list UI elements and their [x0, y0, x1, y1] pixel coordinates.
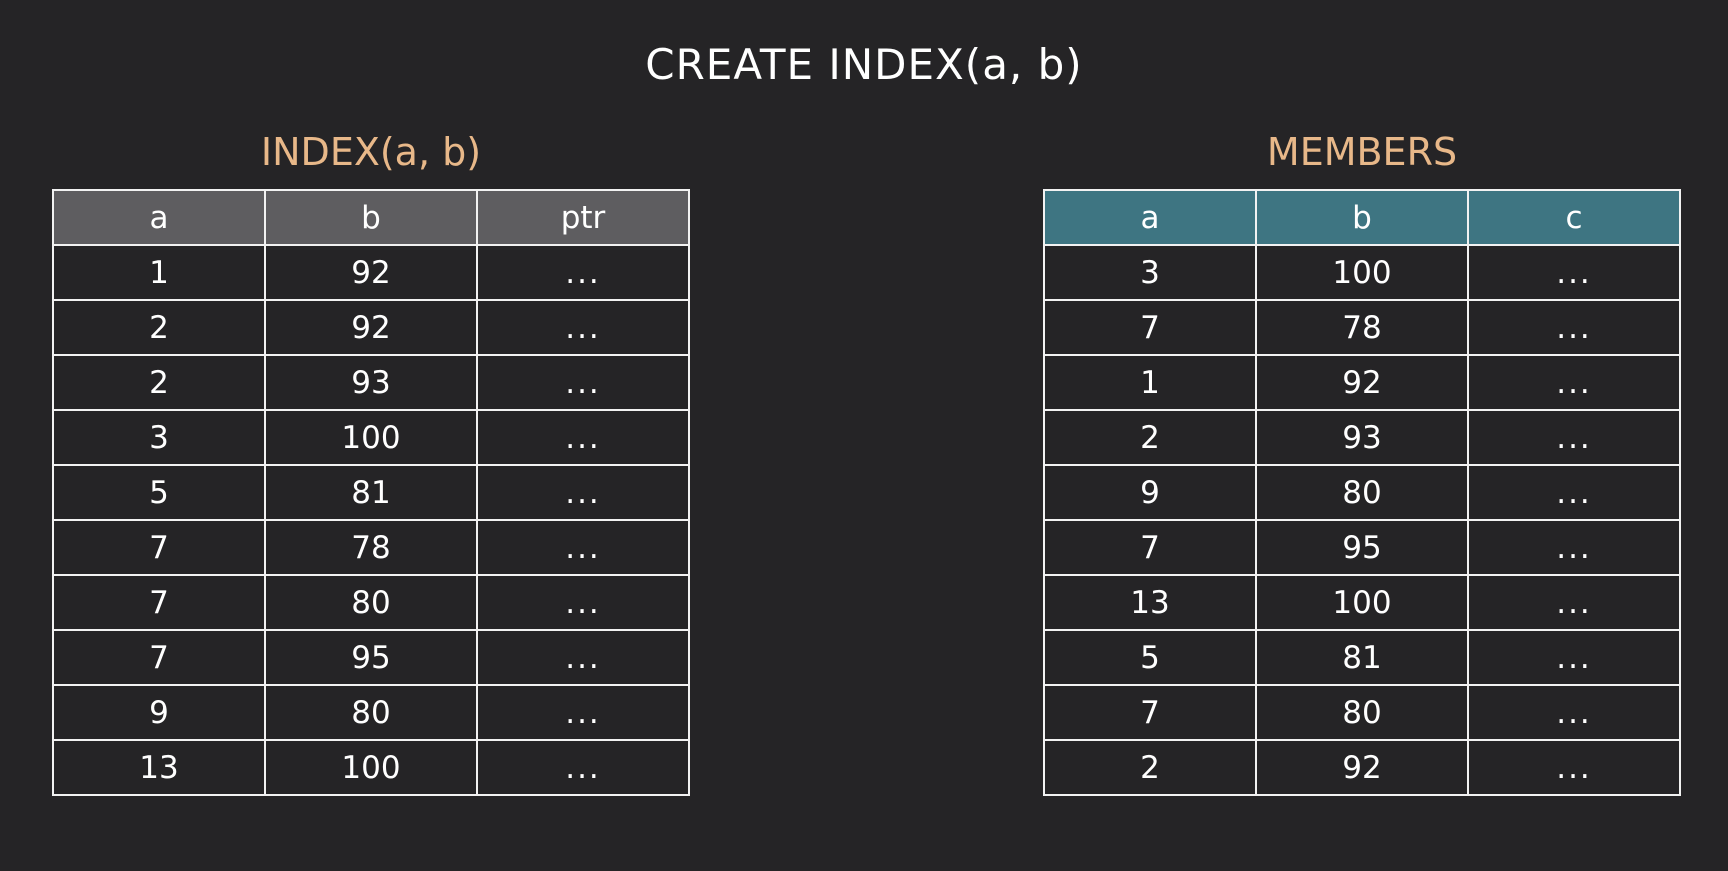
members-cell-c: ... — [1467, 519, 1681, 576]
table-row: 7 78... — [52, 519, 690, 576]
index-cell-ptr: ... — [476, 354, 690, 411]
table-row: 9 80... — [1043, 464, 1681, 521]
slide-title: CREATE INDEX(a, b) — [645, 40, 1083, 89]
index-cell-ptr: ... — [476, 519, 690, 576]
index-cell-b: 100 — [264, 409, 478, 466]
members-cell-a: 7 — [1043, 684, 1257, 741]
members-col-a-header: a — [1043, 189, 1257, 246]
index-col-a-header: a — [52, 189, 266, 246]
members-cell-b: 80 — [1255, 684, 1469, 741]
table-row: 7 95... — [1043, 519, 1681, 576]
members-cell-b: 78 — [1255, 299, 1469, 356]
members-cell-a: 3 — [1043, 244, 1257, 301]
members-cell-b: 92 — [1255, 739, 1469, 796]
index-cell-a: 9 — [52, 684, 266, 741]
members-cell-b: 95 — [1255, 519, 1469, 576]
index-cell-a: 5 — [52, 464, 266, 521]
members-cell-b: 100 — [1255, 574, 1469, 631]
table-row: 7 80... — [1043, 684, 1681, 741]
members-cell-c: ... — [1467, 574, 1681, 631]
index-cell-b: 93 — [264, 354, 478, 411]
table-row: 13 100... — [52, 739, 690, 796]
index-cell-ptr: ... — [476, 739, 690, 796]
table-row: 1 92... — [1043, 354, 1681, 411]
members-cell-a: 7 — [1043, 519, 1257, 576]
members-table: a b c 3 100... 7 78... 1 92... 2 93... 9 80..… — [1043, 189, 1681, 796]
members-cell-c: ... — [1467, 739, 1681, 796]
members-cell-a: 5 — [1043, 629, 1257, 686]
members-cell-a: 9 — [1043, 464, 1257, 521]
table-row: 7 78... — [1043, 299, 1681, 356]
members-table-header-row: a b c — [1043, 189, 1681, 246]
index-cell-ptr: ... — [476, 464, 690, 521]
index-table-header-row: a b ptr — [52, 189, 690, 246]
table-row: 3 100... — [1043, 244, 1681, 301]
index-cell-b: 92 — [264, 244, 478, 301]
table-row: 1 92... — [52, 244, 690, 301]
index-cell-ptr: ... — [476, 409, 690, 466]
members-cell-a: 7 — [1043, 299, 1257, 356]
index-col-ptr-header: ptr — [476, 189, 690, 246]
members-cell-a: 13 — [1043, 574, 1257, 631]
table-row: 5 81... — [1043, 629, 1681, 686]
table-row: 7 95... — [52, 629, 690, 686]
index-cell-a: 2 — [52, 354, 266, 411]
table-row: 2 92... — [52, 299, 690, 356]
index-cell-a: 13 — [52, 739, 266, 796]
members-cell-a: 1 — [1043, 354, 1257, 411]
members-cell-b: 93 — [1255, 409, 1469, 466]
table-row: 7 80... — [52, 574, 690, 631]
index-cell-ptr: ... — [476, 629, 690, 686]
table-row: 3 100... — [52, 409, 690, 466]
members-cell-c: ... — [1467, 244, 1681, 301]
members-cell-b: 92 — [1255, 354, 1469, 411]
table-row: 2 93... — [52, 354, 690, 411]
index-cell-b: 92 — [264, 299, 478, 356]
index-cell-ptr: ... — [476, 244, 690, 301]
index-cell-a: 1 — [52, 244, 266, 301]
index-cell-b: 78 — [264, 519, 478, 576]
index-cell-b: 100 — [264, 739, 478, 796]
members-cell-c: ... — [1467, 684, 1681, 741]
members-cell-b: 80 — [1255, 464, 1469, 521]
index-cell-b: 81 — [264, 464, 478, 521]
index-cell-b: 80 — [264, 684, 478, 741]
index-table: a b ptr 1 92... 2 92... 2 93... 3 100... 5 81… — [52, 189, 690, 796]
index-cell-a: 2 — [52, 299, 266, 356]
members-cell-a: 2 — [1043, 409, 1257, 466]
members-table-title: MEMBERS — [1266, 130, 1458, 174]
table-row: 2 92... — [1043, 739, 1681, 796]
index-cell-a: 7 — [52, 574, 266, 631]
index-cell-ptr: ... — [476, 684, 690, 741]
index-cell-a: 7 — [52, 519, 266, 576]
index-cell-a: 3 — [52, 409, 266, 466]
members-cell-c: ... — [1467, 464, 1681, 521]
members-cell-c: ... — [1467, 354, 1681, 411]
members-panel: MEMBERS a b c 3 100... 7 78... 1 92... 2 93.… — [1043, 127, 1681, 796]
members-cell-b: 81 — [1255, 629, 1469, 686]
index-table-title: INDEX(a, b) — [260, 130, 482, 174]
table-row: 13 100... — [1043, 574, 1681, 631]
index-col-b-header: b — [264, 189, 478, 246]
table-row: 9 80... — [52, 684, 690, 741]
index-cell-ptr: ... — [476, 574, 690, 631]
members-cell-c: ... — [1467, 629, 1681, 686]
members-cell-c: ... — [1467, 299, 1681, 356]
index-cell-ptr: ... — [476, 299, 690, 356]
index-cell-b: 80 — [264, 574, 478, 631]
table-row: 2 93... — [1043, 409, 1681, 466]
table-row: 5 81... — [52, 464, 690, 521]
members-col-b-header: b — [1255, 189, 1469, 246]
index-panel: INDEX(a, b) a b ptr 1 92... 2 92... 2 93...… — [52, 127, 690, 796]
members-cell-b: 100 — [1255, 244, 1469, 301]
index-cell-b: 95 — [264, 629, 478, 686]
members-cell-a: 2 — [1043, 739, 1257, 796]
index-cell-a: 7 — [52, 629, 266, 686]
members-col-c-header: c — [1467, 189, 1681, 246]
members-cell-c: ... — [1467, 409, 1681, 466]
